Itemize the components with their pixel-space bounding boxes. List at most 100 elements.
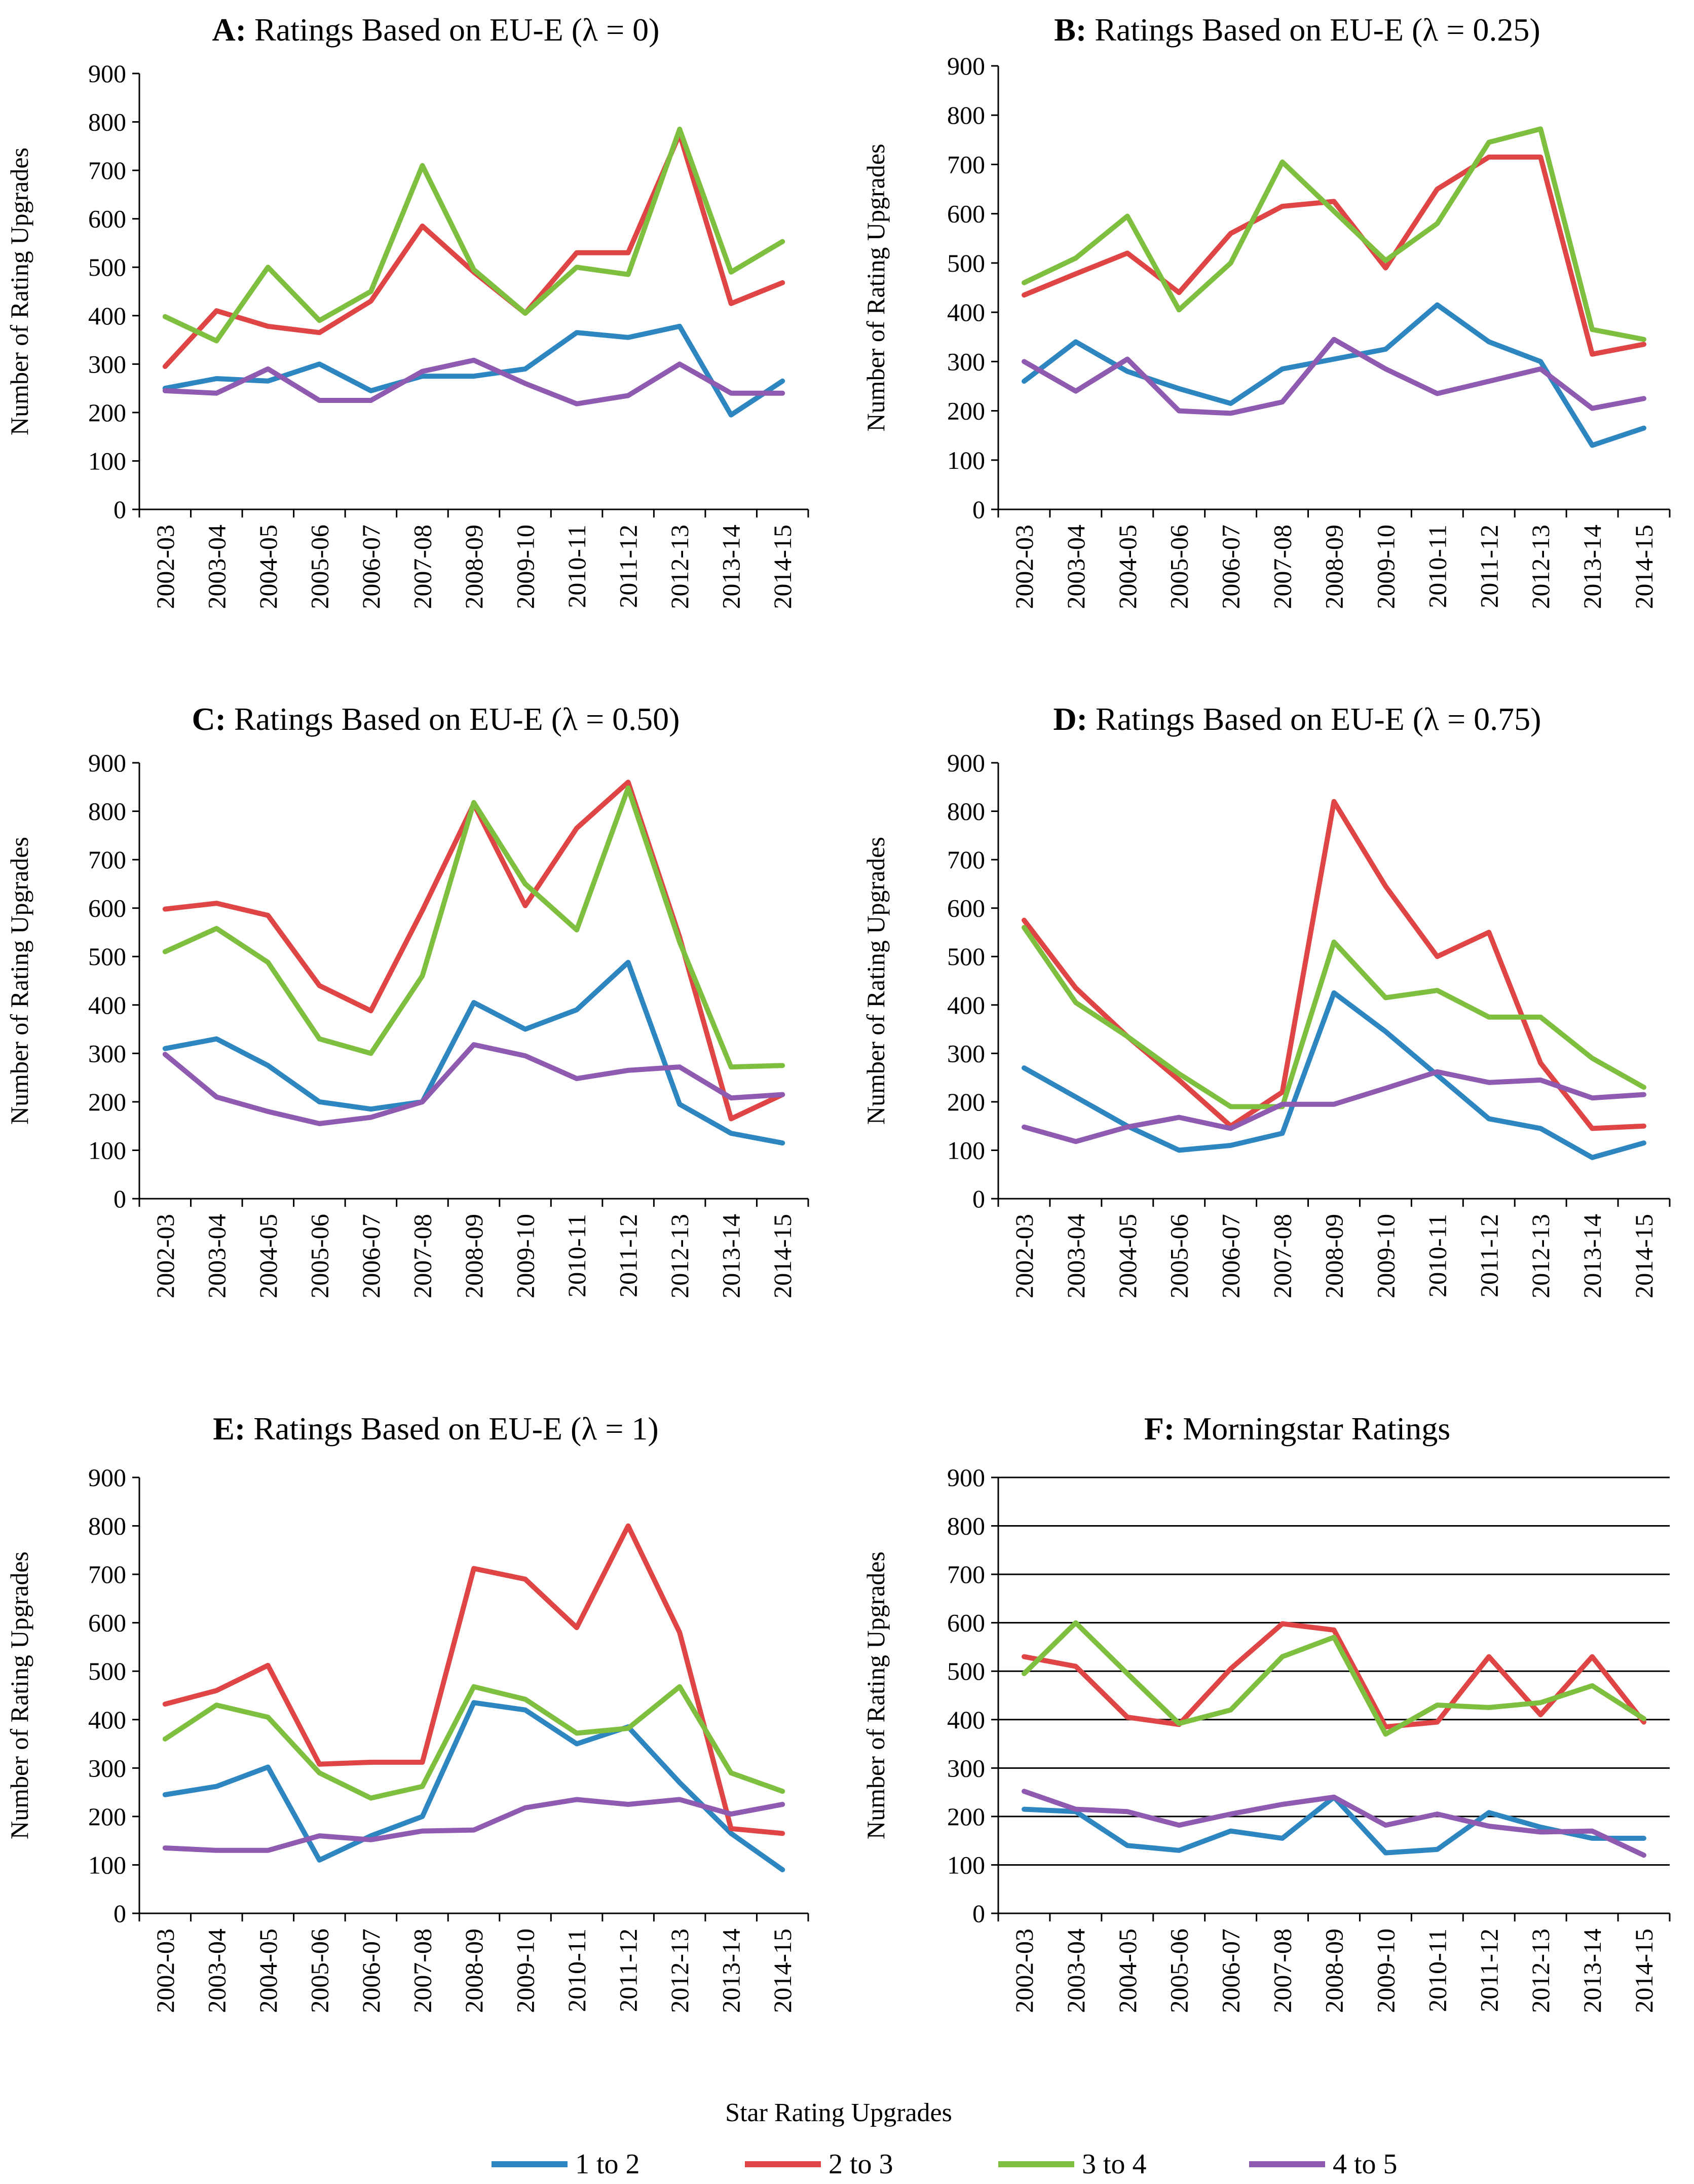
x-tick-label: 2004-05 xyxy=(254,525,282,609)
x-tick-label: 2007-08 xyxy=(408,525,436,609)
x-tick-label: 2013-14 xyxy=(717,1929,745,2013)
y-tick-label: 200 xyxy=(88,398,126,427)
y-axis-label: Number of Rating Upgrades xyxy=(861,1551,890,1839)
x-tick-label: 2014-15 xyxy=(1630,1214,1658,1299)
legend-label: 1 to 2 xyxy=(575,2149,640,2180)
y-tick-label: 100 xyxy=(88,447,126,475)
chart-title-prefix: E: xyxy=(213,1411,245,1447)
x-tick-label: 2005-06 xyxy=(1165,1929,1193,2013)
y-tick-label: 700 xyxy=(947,1560,985,1588)
y-axis-label: Number of Rating Upgrades xyxy=(5,1551,33,1839)
x-tick-label: 2014-15 xyxy=(1630,525,1658,609)
x-tick-label: 2007-08 xyxy=(408,1929,436,2013)
x-tick-label: 2008-09 xyxy=(460,525,488,609)
y-tick-label: 300 xyxy=(88,350,126,378)
x-tick-label: 2014-15 xyxy=(768,1214,797,1299)
y-tick-label: 400 xyxy=(947,1706,985,1734)
chart-title-prefix: B: xyxy=(1054,12,1086,48)
chart-panel-b: B: Ratings Based on EU-E (λ = 0.25) Numbe… xyxy=(861,12,1671,609)
y-tick-label: 300 xyxy=(947,1754,985,1782)
x-tick-label: 2002-03 xyxy=(151,1214,179,1299)
series-line-4-to-5 xyxy=(162,357,785,406)
y-tick-label: 200 xyxy=(947,1802,985,1831)
y-tick-label: 600 xyxy=(88,205,126,233)
legend: Star Rating Upgrades 1 to 2 2 to 3 3 to 4 4 … xyxy=(492,2098,1398,2180)
series-line-3-to-4 xyxy=(162,1684,785,1801)
x-tick-label: 2011-12 xyxy=(614,1214,643,1298)
series-line-2-to-3 xyxy=(1022,1621,1646,1730)
y-tick-label: 900 xyxy=(88,1463,126,1492)
x-tick-label: 2008-09 xyxy=(1320,1929,1348,2013)
series-line-3-to-4 xyxy=(1022,1620,1646,1737)
chart-title-text: Ratings Based on EU-E (λ = 0.75) xyxy=(1087,701,1541,737)
x-tick-label: 2014-15 xyxy=(768,1929,797,2013)
y-tick-label: 900 xyxy=(88,749,126,777)
x-tick-label: 2008-09 xyxy=(460,1929,488,2013)
y-tick-label: 700 xyxy=(88,1560,126,1588)
y-tick-label: 0 xyxy=(972,1184,985,1213)
series-line-4-to-5 xyxy=(1022,1789,1646,1858)
chart-panel-d: D: Ratings Based on EU-E (λ = 0.75) Numbe… xyxy=(861,701,1671,1299)
x-tick-label: 2002-03 xyxy=(1010,525,1038,609)
x-tick-label: 2012-13 xyxy=(1526,525,1555,609)
y-tick-label: 500 xyxy=(88,253,126,281)
y-tick-label: 0 xyxy=(972,495,985,524)
x-tick-label: 2012-13 xyxy=(1526,1929,1555,2013)
chart-title-prefix: D: xyxy=(1053,701,1088,737)
x-tick-label: 2005-06 xyxy=(305,1214,333,1299)
legend-title: Star Rating Upgrades xyxy=(725,2098,952,2127)
y-tick-label: 100 xyxy=(88,1850,126,1879)
chart-title-text: Ratings Based on EU-E (λ = 0.25) xyxy=(1086,12,1540,48)
series-line-1-to-2 xyxy=(162,323,785,418)
y-tick-label: 100 xyxy=(88,1136,126,1164)
chart-title: F: Morningstar Ratings xyxy=(1144,1411,1450,1447)
legend-label: 4 to 5 xyxy=(1333,2149,1398,2180)
y-tick-label: 900 xyxy=(947,1463,985,1492)
series-line-2-to-3 xyxy=(1022,154,1646,357)
x-tick-label: 2012-13 xyxy=(1526,1214,1555,1299)
x-tick-label: 2003-04 xyxy=(1062,1214,1090,1299)
series-line-3-to-4 xyxy=(1022,924,1646,1109)
legend-item: 1 to 2 xyxy=(492,2149,640,2180)
y-tick-label: 500 xyxy=(88,942,126,971)
x-tick-label: 2004-05 xyxy=(254,1214,282,1299)
y-tick-label: 500 xyxy=(947,249,985,277)
legend-item: 3 to 4 xyxy=(998,2149,1147,2180)
chart-title-prefix: F: xyxy=(1144,1411,1175,1447)
x-tick-label: 2006-07 xyxy=(357,525,385,609)
chart-panel-a: A: Ratings Based on EU-E (λ = 0) Number o… xyxy=(5,12,809,609)
x-tick-label: 2014-15 xyxy=(768,525,797,609)
y-tick-label: 100 xyxy=(947,446,985,474)
x-tick-label: 2008-09 xyxy=(1320,525,1348,609)
y-tick-label: 200 xyxy=(88,1802,126,1831)
y-tick-label: 600 xyxy=(88,1609,126,1637)
x-tick-label: 2003-04 xyxy=(202,1214,231,1299)
x-tick-label: 2007-08 xyxy=(1268,525,1297,609)
x-tick-label: 2010-11 xyxy=(1423,1929,1451,2012)
x-tick-label: 2009-10 xyxy=(511,1214,540,1299)
series-line-4-to-5 xyxy=(1022,337,1646,416)
x-tick-label: 2003-04 xyxy=(1062,525,1090,609)
legend-label: 3 to 4 xyxy=(1082,2149,1147,2180)
x-tick-label: 2005-06 xyxy=(305,525,333,609)
chart-title-text: Ratings Based on EU-E (λ = 0.50) xyxy=(226,701,680,737)
x-tick-label: 2012-13 xyxy=(665,1214,694,1299)
x-tick-label: 2003-04 xyxy=(1062,1929,1090,2013)
y-tick-label: 400 xyxy=(88,1706,126,1734)
y-tick-label: 600 xyxy=(947,200,985,228)
series-line-2-to-3 xyxy=(162,131,785,369)
x-tick-label: 2009-10 xyxy=(1371,525,1400,609)
x-tick-label: 2010-11 xyxy=(1423,1214,1451,1298)
y-tick-label: 700 xyxy=(88,156,126,184)
legend-item: 4 to 5 xyxy=(1249,2149,1398,2180)
chart-title-prefix: C: xyxy=(192,701,227,737)
chart-title: A: Ratings Based on EU-E (λ = 0) xyxy=(212,12,660,48)
x-tick-label: 2006-07 xyxy=(357,1929,385,2013)
y-tick-label: 600 xyxy=(947,1609,985,1637)
x-tick-label: 2004-05 xyxy=(1113,525,1142,609)
y-tick-label: 400 xyxy=(88,991,126,1019)
y-tick-label: 100 xyxy=(947,1850,985,1879)
series-line-4-to-5 xyxy=(162,1797,785,1853)
y-tick-label: 300 xyxy=(88,1039,126,1067)
